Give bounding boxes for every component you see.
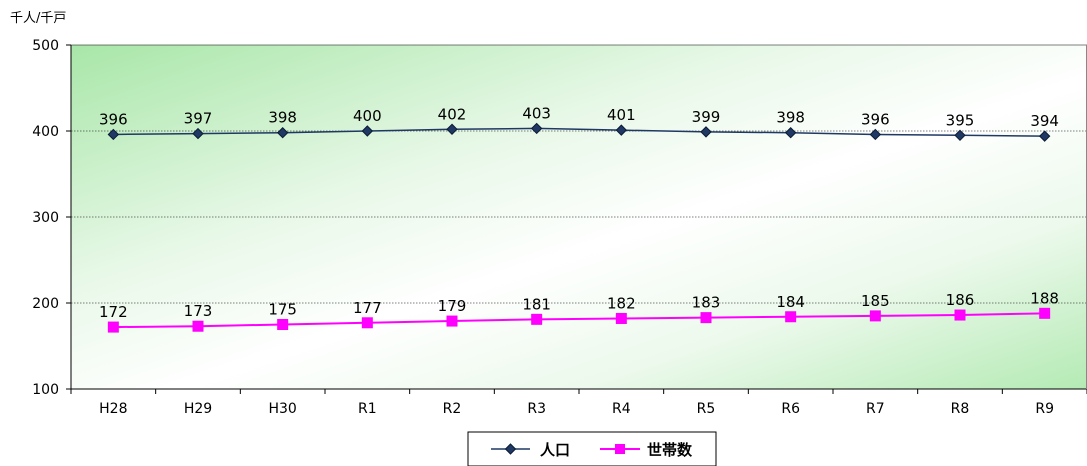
legend: 人口 世帯数 <box>467 431 717 466</box>
data-point <box>615 124 628 136</box>
series-households: 172 173 175 177 179 181 182 183 184 185 186 188 <box>99 289 1059 333</box>
data-label: 398 <box>776 109 805 127</box>
data-label: 396 <box>861 110 890 128</box>
data-point <box>446 315 458 327</box>
data-point <box>192 127 204 140</box>
data-label: 403 <box>522 104 551 122</box>
series-line <box>113 127 1045 137</box>
data-label: 397 <box>184 110 213 128</box>
data-point <box>361 125 374 137</box>
series-population: 396 397 398 400 402 403 401 399 398 396 395 394 <box>99 104 1059 142</box>
legend-label-households: 世帯数 <box>647 441 693 459</box>
y-tick-label: 300 <box>32 210 59 226</box>
y-axis-unit-label: 千人/千戸 <box>10 11 66 26</box>
data-label: 188 <box>1030 289 1059 307</box>
y-tick-label: 100 <box>32 382 59 398</box>
y-tick-label: 200 <box>32 296 59 312</box>
data-point <box>869 310 881 322</box>
legend-marker-population <box>504 443 517 455</box>
y-tick-label: 400 <box>32 124 59 140</box>
data-label: 399 <box>692 108 721 126</box>
legend-marker-households <box>615 444 625 454</box>
x-tick-label: H29 <box>184 401 212 417</box>
x-tick-label: R3 <box>527 401 546 417</box>
x-tick-label: R9 <box>1035 401 1054 417</box>
data-label: 395 <box>946 111 975 129</box>
data-point <box>700 312 712 324</box>
data-point <box>107 128 120 141</box>
x-tick-label: R1 <box>358 401 377 417</box>
series-line <box>113 312 1045 329</box>
data-label: 185 <box>861 292 890 310</box>
data-point <box>700 126 712 138</box>
x-tick-label: R8 <box>951 401 970 417</box>
data-point <box>1039 307 1051 319</box>
data-label: 184 <box>776 293 805 311</box>
legend-label-population: 人口 <box>540 441 570 459</box>
data-point <box>531 313 543 325</box>
data-point <box>192 320 204 332</box>
data-label: 177 <box>353 299 382 317</box>
y-tick-label: 500 <box>32 38 59 54</box>
data-point <box>277 319 289 330</box>
data-point <box>1038 130 1051 142</box>
data-point <box>361 317 373 329</box>
gridlines <box>71 44 1087 304</box>
data-label: 402 <box>438 105 467 123</box>
x-tick-label: H30 <box>268 401 296 417</box>
data-label: 179 <box>438 297 467 315</box>
data-point <box>107 321 119 333</box>
x-tick-label: H28 <box>99 401 127 417</box>
data-label: 401 <box>607 106 636 124</box>
x-tick-label: R5 <box>697 401 716 417</box>
data-label: 183 <box>692 294 721 312</box>
data-point <box>954 309 966 321</box>
data-point <box>276 127 289 139</box>
data-point <box>784 127 797 139</box>
data-point <box>530 122 543 135</box>
data-label: 398 <box>268 109 297 127</box>
x-tick-label: R2 <box>443 401 462 417</box>
data-label: 172 <box>99 303 128 321</box>
data-label: 175 <box>268 301 297 319</box>
x-tick-label: R4 <box>612 401 631 417</box>
data-label: 396 <box>99 110 128 128</box>
data-label: 400 <box>353 107 382 125</box>
data-point <box>615 312 627 324</box>
data-label: 186 <box>946 291 975 309</box>
data-point <box>446 123 458 135</box>
x-tick-label: R6 <box>781 401 800 417</box>
data-label: 173 <box>184 302 213 320</box>
data-label: 394 <box>1030 112 1059 130</box>
data-point <box>869 128 882 141</box>
data-label: 182 <box>607 294 636 312</box>
data-label: 181 <box>522 295 551 313</box>
data-point <box>954 129 966 142</box>
data-point <box>785 311 797 323</box>
x-tick-label: R7 <box>866 401 885 417</box>
